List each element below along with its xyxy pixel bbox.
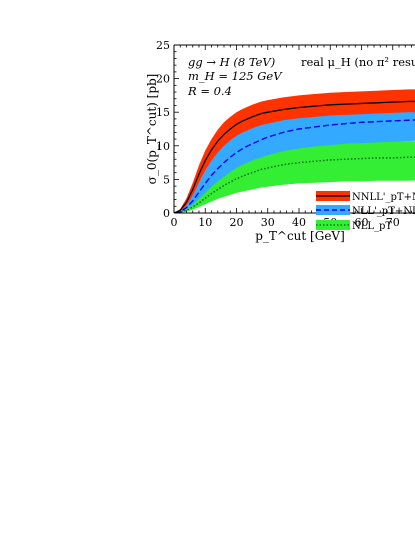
y-tick-label: 5 xyxy=(163,173,170,186)
x-tick-label: 10 xyxy=(198,216,212,229)
y-tick-label: 10 xyxy=(156,140,170,153)
line-nnll xyxy=(174,100,415,213)
legend-entry-nll-prime: NLL'_pT+NLO xyxy=(316,205,415,217)
annotation-mass: m_H = 125 GeV xyxy=(188,69,283,83)
legend-entry-nnll: NNLL'_pT+NNLO xyxy=(316,191,415,203)
x-tick-label: 70 xyxy=(386,216,400,229)
x-tick-label: 0 xyxy=(171,216,178,229)
x-tick-label: 30 xyxy=(261,216,275,229)
x-tick-label: 20 xyxy=(230,216,244,229)
x-axis-label: p_T^cut [GeV] xyxy=(255,229,345,243)
y-axis-label: σ_0(p_T^cut) [pb] xyxy=(145,74,159,185)
legend-entry-nll: NLL_pT xyxy=(316,220,392,232)
legend-swatch-nll xyxy=(316,220,350,230)
y-tick-label: 15 xyxy=(156,106,170,119)
x-tick-label: 60 xyxy=(355,216,369,229)
x-tick-label: 40 xyxy=(292,216,306,229)
legend-label-nll-prime: NLL'_pT+NLO xyxy=(352,206,415,217)
legend-label-nnll: NNLL'_pT+NNLO xyxy=(352,192,415,203)
legend-label-nll: NLL_pT xyxy=(352,221,392,232)
band-nll-prime xyxy=(174,105,415,213)
annotation-process: gg → H (8 TeV) xyxy=(188,55,275,69)
annotation-radius: R = 0.4 xyxy=(187,84,232,98)
legend: NNLL'_pT+NNLO NLL'_pT+NLO NLL_pT xyxy=(316,191,415,232)
band-nnll xyxy=(174,89,415,213)
line-nll-prime xyxy=(174,119,415,213)
y-tick-label: 25 xyxy=(156,39,170,52)
line-nll xyxy=(174,156,415,213)
annotation-scale: real μ_H (no π² resum.) xyxy=(301,55,415,69)
y-tick-label: 0 xyxy=(163,207,170,220)
axes xyxy=(173,44,415,214)
y-tick-label: 20 xyxy=(156,73,170,86)
